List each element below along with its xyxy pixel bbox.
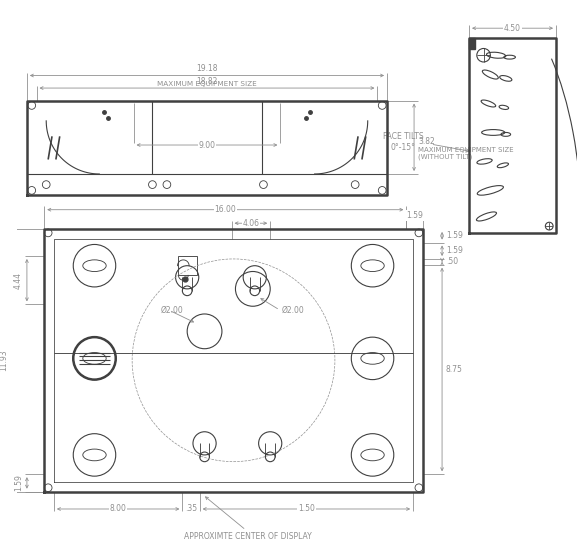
Text: Ø2.00: Ø2.00 (161, 306, 184, 315)
Text: 4.50: 4.50 (504, 24, 521, 33)
Text: MAXIMUM EQUIPMENT SIZE
(WITHOUT TILT): MAXIMUM EQUIPMENT SIZE (WITHOUT TILT) (418, 147, 513, 161)
Text: 4.44: 4.44 (14, 272, 23, 289)
Text: 8.00: 8.00 (110, 505, 126, 513)
Text: 16.00: 16.00 (215, 205, 236, 214)
Text: 1.59: 1.59 (14, 475, 23, 491)
Text: 9.00: 9.00 (198, 141, 215, 150)
Text: APPROXIMTE CENTER OF DISPLAY: APPROXIMTE CENTER OF DISPLAY (184, 532, 312, 541)
Text: Ø2.00: Ø2.00 (282, 306, 304, 315)
Text: 18.82: 18.82 (196, 77, 218, 86)
Text: 1.59: 1.59 (446, 246, 463, 255)
Text: FACE TILTS
0°-15°: FACE TILTS 0°-15° (383, 132, 424, 152)
Text: .35: .35 (185, 505, 197, 513)
Text: 1.59: 1.59 (446, 231, 463, 240)
Text: .50: .50 (446, 257, 458, 266)
Text: 1.50: 1.50 (298, 505, 315, 513)
Text: 8.75: 8.75 (446, 365, 463, 374)
Text: 3.82: 3.82 (418, 137, 434, 146)
Text: 1.59: 1.59 (406, 211, 423, 220)
Text: 19.18: 19.18 (196, 64, 218, 73)
Bar (469, 38, 475, 50)
Text: 4.06: 4.06 (242, 219, 259, 228)
Bar (177, 256, 197, 275)
Text: 11.93: 11.93 (0, 349, 9, 371)
Text: MAXIMUM EQUIPMENT SIZE: MAXIMUM EQUIPMENT SIZE (157, 81, 257, 87)
